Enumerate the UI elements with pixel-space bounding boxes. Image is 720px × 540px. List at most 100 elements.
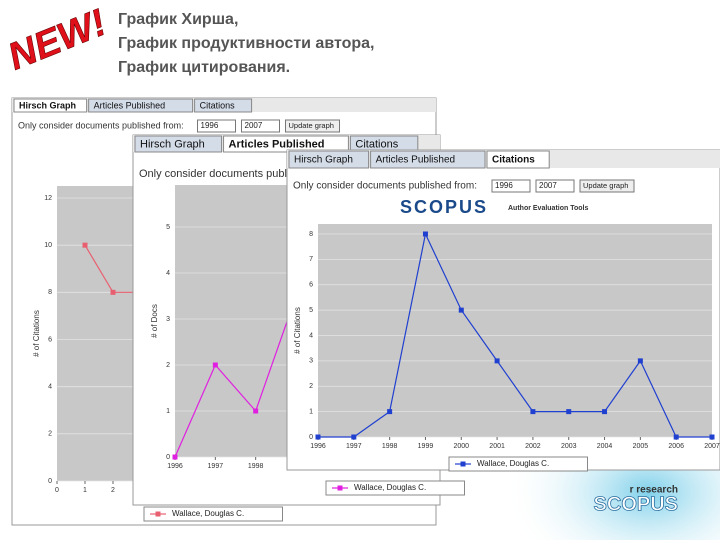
year-select[interactable] <box>535 179 575 193</box>
tab[interactable] <box>88 98 194 113</box>
windows: Hirsch Graph Articles Published Citations O… <box>11 97 720 526</box>
point <box>637 358 643 364</box>
y-tick-label: 6 <box>48 336 52 343</box>
x-tick-label: 1997 <box>346 443 362 450</box>
legend-box <box>143 506 283 522</box>
y-tick-label: 1 <box>309 408 313 415</box>
legend-label: Wallace, Douglas C. <box>477 459 549 468</box>
point <box>212 362 218 368</box>
x-tick-label: 2005 <box>633 443 649 450</box>
tab-label: Articles Published <box>229 138 325 150</box>
legend-marker <box>460 461 466 467</box>
tab-label: Articles Published <box>94 100 166 110</box>
year-select-value: 1996 <box>201 121 219 130</box>
y-tick-label: 7 <box>309 256 313 263</box>
point <box>530 409 536 415</box>
x-tick-label: 2001 <box>489 443 505 450</box>
title: График Хирша, График продуктивности автор… <box>118 11 374 76</box>
update-button-label: Update graph <box>289 121 334 130</box>
point <box>494 358 500 364</box>
x-tick-label: 2004 <box>597 443 613 450</box>
x-tick-label: 1 <box>83 487 87 494</box>
scopus-logo: SCOPUS <box>400 197 488 217</box>
point <box>458 307 464 313</box>
year-select-value: 2007 <box>539 181 557 190</box>
title-line: График цитирования. <box>118 59 290 76</box>
y-axis-label: # of Docs <box>150 304 159 338</box>
point <box>172 454 178 460</box>
y-tick-label: 2 <box>309 383 313 390</box>
legend-marker <box>155 511 161 517</box>
x-tick-label: 2000 <box>453 443 469 450</box>
y-tick-label: 1 <box>166 408 170 415</box>
point <box>422 231 428 237</box>
point <box>602 409 608 415</box>
point <box>673 434 679 440</box>
update-button[interactable] <box>285 119 340 133</box>
tab[interactable] <box>134 135 223 153</box>
tab[interactable] <box>370 150 486 169</box>
y-tick-label: 4 <box>48 384 52 391</box>
x-tick-label: 1996 <box>310 443 326 450</box>
title-line: График продуктивности автора, <box>118 35 374 52</box>
y-tick-label: 10 <box>44 242 52 249</box>
filter-label: Only consider documents published from: <box>18 120 184 130</box>
update-button[interactable] <box>579 179 635 193</box>
tab[interactable] <box>288 150 370 169</box>
tab-label: Citations <box>200 100 236 110</box>
point <box>82 242 88 248</box>
legend-box <box>448 456 588 472</box>
y-tick-label: 6 <box>309 282 313 289</box>
point <box>351 434 357 440</box>
y-tick-label: 0 <box>48 478 52 485</box>
x-tick-label: 2002 <box>525 443 541 450</box>
y-tick-label: 8 <box>48 289 52 296</box>
plot-area <box>318 224 712 437</box>
x-tick-label: 1997 <box>208 463 224 470</box>
year-select[interactable] <box>491 179 531 193</box>
x-tick-label: 2007 <box>704 443 720 450</box>
title-line: График Хирша, <box>118 11 238 28</box>
point <box>387 409 393 415</box>
tab-label: Hirsch Graph <box>19 100 76 110</box>
y-tick-label: 0 <box>309 434 313 441</box>
y-axis-label: # of Citations <box>32 310 41 357</box>
x-tick-label: 1998 <box>382 443 398 450</box>
year-select[interactable] <box>241 119 280 133</box>
tab-label: Hirsch Graph <box>140 138 205 150</box>
tab-label: Citations <box>492 155 535 166</box>
brand-tagline: r research <box>630 485 678 496</box>
point <box>566 409 572 415</box>
brand: SCOPUS <box>594 493 678 515</box>
y-tick-label: 3 <box>309 358 313 365</box>
tab[interactable] <box>194 98 253 113</box>
point <box>315 434 321 440</box>
x-tick-label: 1998 <box>248 463 264 470</box>
year-select-value: 1996 <box>495 181 513 190</box>
x-tick-label: 0 <box>55 487 59 494</box>
tab[interactable] <box>13 98 88 113</box>
tab[interactable] <box>223 135 349 153</box>
series-line <box>174 295 297 458</box>
y-tick-label: 0 <box>166 454 170 461</box>
legend-box <box>325 480 465 496</box>
point <box>709 434 715 440</box>
tab[interactable] <box>486 150 550 169</box>
y-tick-label: 4 <box>309 332 313 339</box>
tab-label: Articles Published <box>376 155 455 166</box>
y-tick-label: 2 <box>166 362 170 369</box>
year-select[interactable] <box>197 119 236 133</box>
filter-label: Only consider documents published from: <box>293 181 477 192</box>
y-tick-label: 4 <box>166 270 170 277</box>
y-tick-label: 2 <box>48 431 52 438</box>
update-button-label: Update graph <box>583 181 628 190</box>
tab-label: Citations <box>355 138 398 150</box>
y-tick-label: 12 <box>44 195 52 202</box>
y-axis-label: # of Citations <box>293 307 302 354</box>
y-tick-label: 5 <box>166 224 170 231</box>
y-tick-label: 8 <box>309 231 313 238</box>
x-tick-label: 2006 <box>668 443 684 450</box>
x-tick-label: 1999 <box>418 443 434 450</box>
x-tick-label: 2 <box>111 487 115 494</box>
